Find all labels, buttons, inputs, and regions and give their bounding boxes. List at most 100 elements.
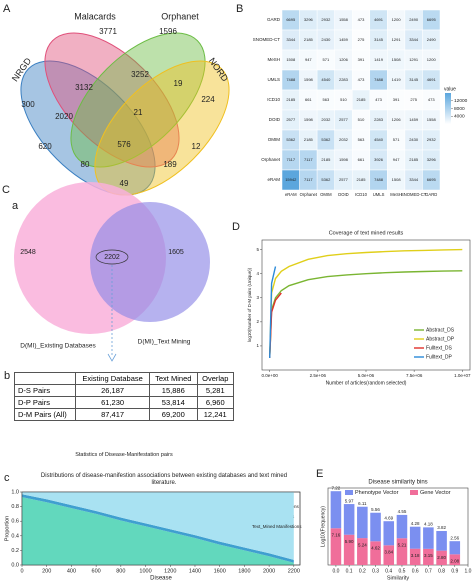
panel-label: E [316, 468, 323, 480]
x-tick-label: 1.0 [465, 568, 472, 574]
bar [423, 527, 434, 549]
cell-label: 5362 [321, 137, 331, 142]
bar-label: 5.90 [345, 539, 354, 544]
y-tick-label: 1 [256, 343, 259, 348]
cell-label: 473 [358, 17, 365, 22]
bar-label: 7.22 [332, 485, 341, 490]
row: D-M Pairs (All) 87,417 69,200 12,241 [13, 408, 234, 421]
stats-table: Existing Database Text Mined Overlap D-S… [13, 372, 234, 421]
col-label: ICD10 [355, 192, 368, 197]
bar-label: 5.97 [345, 498, 354, 503]
region-count: 12 [192, 142, 201, 151]
x-tick-label: 7.5e+06 [406, 373, 423, 378]
row-label: SNOMED-CT [253, 37, 280, 42]
cell-label: 1598 [304, 117, 314, 122]
cell-label: 275 [410, 97, 417, 102]
bar-label: 4.55 [398, 509, 407, 514]
bar-label: 5.24 [358, 542, 367, 547]
cell: 26,187 [75, 384, 151, 397]
cell-label: 3145 [374, 37, 384, 42]
cell-label: 2490 [409, 17, 419, 22]
bar-label: 4.69 [384, 515, 393, 520]
x-tick-label: 0.8 [438, 568, 445, 574]
legend-swatch [345, 490, 353, 495]
cell-label: 510 [358, 117, 365, 122]
row: D-S Pairs 26,187 15,886 5,281 [13, 384, 234, 397]
cell: 12,241 [196, 408, 234, 421]
bar [330, 528, 342, 565]
cell: D-S Pairs [13, 384, 77, 397]
series-area [22, 492, 294, 560]
region-count: 1605 [168, 249, 184, 256]
x-tick-label: 0.0 [332, 568, 339, 574]
row: D-P Pairs 61,230 53,814 6,960 [13, 396, 234, 409]
cell-label: 2430 [321, 37, 331, 42]
region-count: 2020 [55, 112, 73, 121]
cell-label: 473 [358, 77, 365, 82]
cell-label: 661 [305, 97, 312, 102]
x-tick-label: 2200 [288, 568, 300, 574]
row-label: DOID [269, 117, 281, 122]
cell-label: 571 [323, 57, 330, 62]
cell-label: 2185 [357, 177, 367, 182]
cell-label: 1291 [392, 37, 402, 42]
corner [13, 372, 77, 385]
bar-label: 6.11 [358, 501, 367, 506]
cell-label: 1558 [339, 17, 349, 22]
y-axis-label: Proportion [4, 516, 10, 541]
cell-label: 2490 [427, 37, 437, 42]
row-label: GARD [267, 17, 281, 22]
cell-label: 1291 [409, 57, 419, 62]
region-count: 224 [201, 95, 215, 104]
set-circle [90, 202, 210, 322]
bar [449, 554, 461, 565]
set-label: D(MI)_Text Mining [138, 339, 191, 346]
highlight [95, 249, 129, 265]
set-ellipse [44, 32, 180, 168]
y-tick-label: 4 [256, 271, 259, 276]
bar [423, 548, 434, 565]
cell-label: 1200 [392, 17, 402, 22]
cell-label: 4540 [374, 137, 384, 142]
cell-label: 4691 [374, 17, 384, 22]
heat-cell [422, 169, 441, 191]
cell-label: 391 [358, 57, 365, 62]
cell-label: 563 [323, 97, 330, 102]
cell-label: 7488 [374, 77, 384, 82]
cell-label: 6695 [427, 17, 437, 22]
x-tick-label: 2.5e+06 [310, 373, 327, 378]
region-count: 49 [120, 179, 129, 188]
cell-label: 1459 [339, 37, 349, 42]
cell-label: 7117 [304, 177, 313, 182]
bar [449, 541, 461, 555]
header-cell: Existing Database [75, 372, 151, 385]
cell: 15,886 [149, 384, 198, 397]
series-line [269, 248, 463, 359]
bar-label: 3.18 [411, 553, 420, 558]
plot-frame [21, 491, 301, 566]
y-tick-label: 0.6 [11, 519, 19, 525]
chart-title: Coverage of text mined results [329, 230, 404, 236]
col-label: OMIM [320, 192, 332, 197]
cell-label: 4691 [427, 77, 437, 82]
y-tick-label: 0.2 [11, 548, 19, 554]
cell-label: 391 [393, 97, 400, 102]
cell-label: 563 [358, 137, 365, 142]
cell-label: 5362 [286, 137, 296, 142]
y-tick-label: 2 [256, 319, 259, 324]
colorbar-label: 8000 [454, 106, 465, 112]
cell-label: 3296 [427, 157, 437, 162]
region-count: 189 [163, 160, 177, 169]
x-tick-label: 0.6 [412, 568, 419, 574]
cell: D-P Pairs [13, 396, 77, 409]
y-tick-label: 3 [256, 295, 259, 300]
y-axis-label: log10(Number of D-M pairs (Unique)) [247, 267, 252, 342]
region-count: 3132 [75, 83, 93, 92]
cell-label: 1558 [427, 117, 437, 122]
region-count: 2202 [104, 254, 120, 261]
row-label: ICD10 [267, 97, 280, 102]
region-count: 1596 [159, 27, 177, 36]
col-label: eRAM [285, 192, 297, 197]
cell-label: 2283 [374, 117, 384, 122]
bar-label: 3.82 [437, 525, 446, 530]
